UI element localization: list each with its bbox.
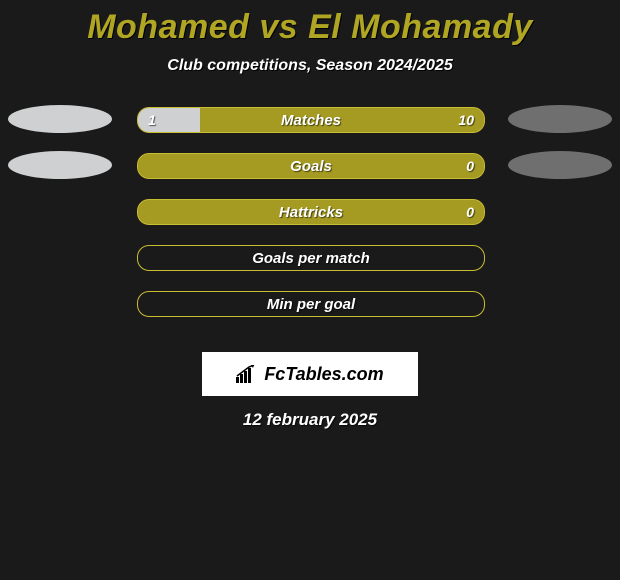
snapshot-date: 12 february 2025 [0, 410, 620, 430]
stat-row: Goals per match [0, 241, 620, 287]
stat-bar: Goals per match [137, 245, 485, 271]
stat-bar: 110Matches [137, 107, 485, 133]
stat-row: Min per goal [0, 287, 620, 333]
stat-row: 0Hattricks [0, 195, 620, 241]
stat-bar-right-segment [200, 108, 484, 132]
source-label: FcTables.com [264, 364, 383, 385]
stat-label: Min per goal [138, 292, 484, 316]
stat-label: Goals per match [138, 246, 484, 270]
stat-bar-right-segment [138, 154, 484, 178]
stat-bar-right-segment [138, 200, 484, 224]
stat-bar-left-segment [138, 108, 200, 132]
page-subtitle: Club competitions, Season 2024/2025 [0, 57, 620, 75]
stat-row: 110Matches [0, 103, 620, 149]
player-marker-left [8, 151, 112, 179]
stat-row: 0Goals [0, 149, 620, 195]
player-marker-left [8, 105, 112, 133]
stat-bar: 0Hattricks [137, 199, 485, 225]
stat-bar: Min per goal [137, 291, 485, 317]
source-badge[interactable]: FcTables.com [202, 352, 418, 396]
stat-rows: 110Matches 0Goals 0Hattricks Goals per matc… [0, 103, 620, 333]
stat-bar: 0Goals [137, 153, 485, 179]
player-marker-right [508, 151, 612, 179]
comparison-infographic: Mohamed vs El Mohamady Club competitions… [0, 0, 620, 580]
page-title: Mohamed vs El Mohamady [0, 0, 620, 47]
player-marker-right [508, 105, 612, 133]
chart-icon [236, 365, 258, 383]
